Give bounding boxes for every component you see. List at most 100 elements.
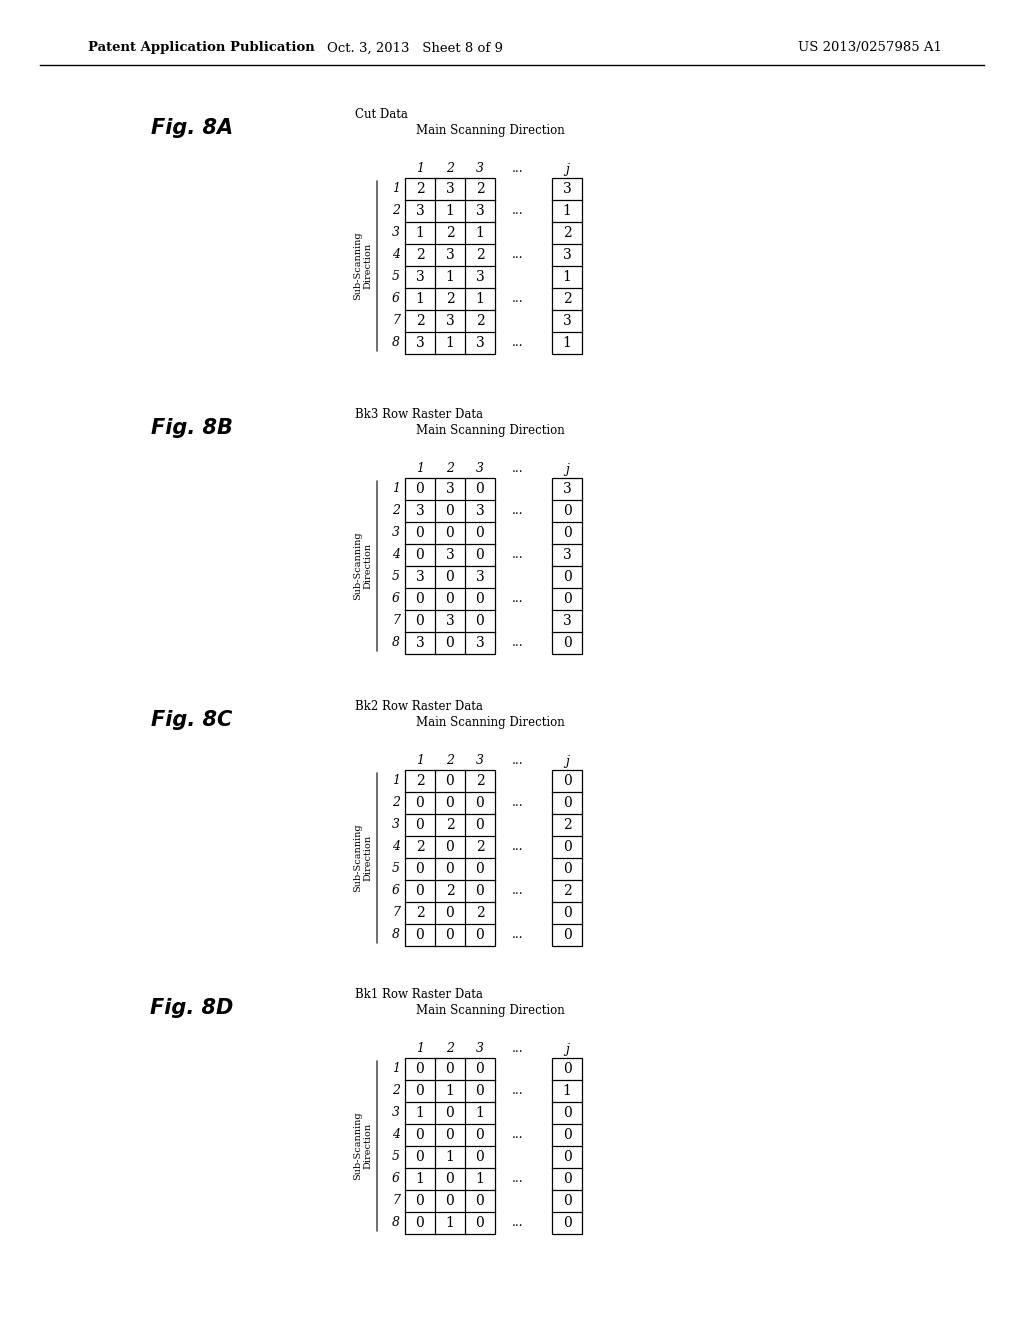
Text: 0: 0 xyxy=(475,525,484,540)
Text: 3: 3 xyxy=(562,182,571,195)
Text: 0: 0 xyxy=(416,862,424,876)
Text: 8: 8 xyxy=(392,1217,400,1229)
Text: Oct. 3, 2013   Sheet 8 of 9: Oct. 3, 2013 Sheet 8 of 9 xyxy=(327,41,503,54)
Text: 0: 0 xyxy=(562,1129,571,1142)
Text: 1: 1 xyxy=(416,292,424,306)
Text: 2: 2 xyxy=(392,1085,400,1097)
Text: Fig. 8B: Fig. 8B xyxy=(152,418,232,438)
Text: 2: 2 xyxy=(475,774,484,788)
Text: 2: 2 xyxy=(475,314,484,327)
Text: 3: 3 xyxy=(392,227,400,239)
Text: 0: 0 xyxy=(475,928,484,942)
Text: 0: 0 xyxy=(562,1172,571,1185)
Text: 1: 1 xyxy=(416,1043,424,1056)
Text: 0: 0 xyxy=(475,548,484,562)
Bar xyxy=(406,1059,495,1234)
Text: 2: 2 xyxy=(562,818,571,832)
Text: 0: 0 xyxy=(562,1195,571,1208)
Text: 5: 5 xyxy=(392,271,400,284)
Text: 3: 3 xyxy=(562,482,571,496)
Text: 2: 2 xyxy=(446,1043,454,1056)
Text: 3: 3 xyxy=(562,614,571,628)
Text: 0: 0 xyxy=(562,525,571,540)
Text: 0: 0 xyxy=(475,1084,484,1098)
Text: 2: 2 xyxy=(475,248,484,261)
Text: 0: 0 xyxy=(445,774,455,788)
Text: 1: 1 xyxy=(416,1172,424,1185)
Text: 0: 0 xyxy=(475,796,484,810)
Text: 0: 0 xyxy=(475,1216,484,1230)
Text: 3: 3 xyxy=(475,205,484,218)
Text: 0: 0 xyxy=(562,1216,571,1230)
Text: Sub-Scanning
Direction: Sub-Scanning Direction xyxy=(353,532,373,601)
Text: 1: 1 xyxy=(392,1063,400,1076)
Text: 2: 2 xyxy=(445,818,455,832)
Text: Bk2 Row Raster Data: Bk2 Row Raster Data xyxy=(355,700,483,713)
Bar xyxy=(406,178,495,354)
Text: 0: 0 xyxy=(562,928,571,942)
Text: 2: 2 xyxy=(475,840,484,854)
Text: 2: 2 xyxy=(562,292,571,306)
Text: 2: 2 xyxy=(562,226,571,240)
Text: 0: 0 xyxy=(562,591,571,606)
Text: 4: 4 xyxy=(392,549,400,561)
Text: 0: 0 xyxy=(416,548,424,562)
Text: 2: 2 xyxy=(445,226,455,240)
Text: 0: 0 xyxy=(475,1129,484,1142)
Text: 6: 6 xyxy=(392,1172,400,1185)
Text: 3: 3 xyxy=(475,636,484,649)
Text: 3: 3 xyxy=(445,614,455,628)
Text: 0: 0 xyxy=(445,840,455,854)
Text: 1: 1 xyxy=(562,337,571,350)
Text: 3: 3 xyxy=(562,548,571,562)
Text: 3: 3 xyxy=(445,482,455,496)
Text: 1: 1 xyxy=(445,271,455,284)
Text: 3: 3 xyxy=(562,248,571,261)
Text: 3: 3 xyxy=(416,570,424,583)
Text: 2: 2 xyxy=(416,314,424,327)
Text: 0: 0 xyxy=(562,504,571,517)
Text: 3: 3 xyxy=(445,548,455,562)
Text: j: j xyxy=(565,1043,569,1056)
Text: 3: 3 xyxy=(416,337,424,350)
Text: 0: 0 xyxy=(475,1195,484,1208)
Text: 1: 1 xyxy=(475,226,484,240)
Text: 0: 0 xyxy=(416,818,424,832)
Text: j: j xyxy=(565,162,569,176)
Text: 1: 1 xyxy=(445,205,455,218)
Text: 5: 5 xyxy=(392,1151,400,1163)
Text: 2: 2 xyxy=(446,462,454,475)
Text: 0: 0 xyxy=(475,591,484,606)
Text: 0: 0 xyxy=(475,1150,484,1164)
Text: 0: 0 xyxy=(416,525,424,540)
Text: 4: 4 xyxy=(392,841,400,854)
Text: 0: 0 xyxy=(445,1172,455,1185)
Text: ...: ... xyxy=(512,162,523,176)
Text: 0: 0 xyxy=(562,840,571,854)
Text: 8: 8 xyxy=(392,928,400,941)
Text: 5: 5 xyxy=(392,570,400,583)
Text: 1: 1 xyxy=(475,1172,484,1185)
Text: ...: ... xyxy=(512,636,523,649)
Text: 0: 0 xyxy=(445,1106,455,1119)
Text: ...: ... xyxy=(512,928,523,941)
Text: 0: 0 xyxy=(416,1129,424,1142)
Text: 3: 3 xyxy=(445,314,455,327)
Text: ...: ... xyxy=(512,293,523,305)
Text: 0: 0 xyxy=(445,796,455,810)
Text: 3: 3 xyxy=(476,162,484,176)
Text: 0: 0 xyxy=(445,636,455,649)
Text: 3: 3 xyxy=(562,314,571,327)
Text: 6: 6 xyxy=(392,593,400,606)
Text: 0: 0 xyxy=(445,570,455,583)
Text: ...: ... xyxy=(512,1085,523,1097)
Text: 0: 0 xyxy=(475,862,484,876)
Text: 0: 0 xyxy=(416,591,424,606)
Text: Fig. 8A: Fig. 8A xyxy=(151,117,233,139)
Text: 0: 0 xyxy=(562,1106,571,1119)
Text: ...: ... xyxy=(512,593,523,606)
Text: 6: 6 xyxy=(392,884,400,898)
Text: ...: ... xyxy=(512,841,523,854)
Bar xyxy=(552,770,582,946)
Text: 0: 0 xyxy=(445,1129,455,1142)
